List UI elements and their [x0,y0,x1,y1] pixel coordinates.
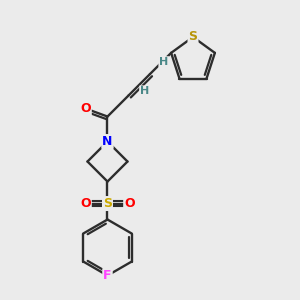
Text: F: F [103,269,112,282]
Text: H: H [159,57,169,67]
Text: S: S [103,197,112,210]
Text: H: H [140,86,149,96]
Text: O: O [80,102,91,115]
Text: O: O [80,197,91,210]
Text: O: O [124,197,135,210]
Text: N: N [102,135,113,148]
Text: S: S [188,31,197,44]
